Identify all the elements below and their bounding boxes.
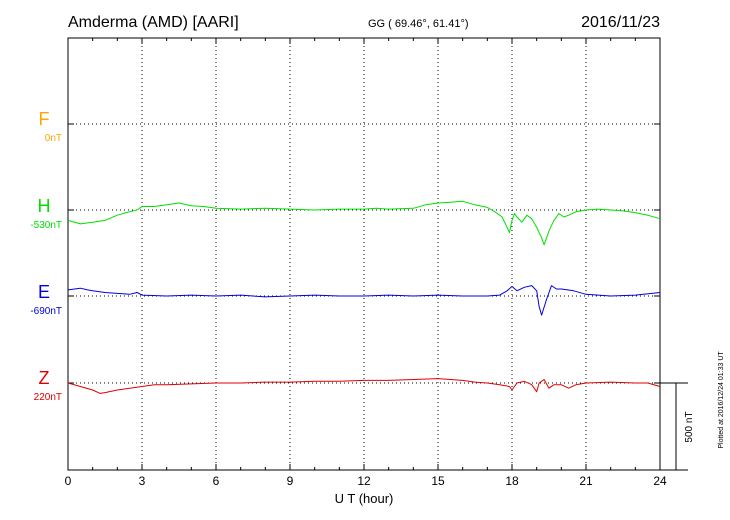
trace-h	[67, 200, 661, 246]
x-tick-label: 3	[139, 474, 146, 488]
x-tick-label: 18	[505, 474, 519, 488]
x-tick-label: 12	[357, 474, 371, 488]
x-tick-label: 9	[287, 474, 294, 488]
station-title: Amderma (AMD) [AARI]	[68, 14, 239, 31]
trace-z	[67, 378, 661, 394]
plotted-at-note: Plotted at 2016/12/24 01:33 UT	[718, 351, 725, 449]
series-baseline-z: 220nT	[34, 392, 62, 403]
x-tick-label: 6	[213, 474, 220, 488]
date-label: 2016/11/23	[581, 14, 660, 31]
scale-bar	[660, 382, 688, 471]
series-label-h: H	[38, 196, 51, 216]
series-label-f: F	[39, 109, 50, 129]
series-baseline-e: -690nT	[30, 306, 62, 317]
x-axis-ticks: 0 3 6 9 12 15 18 21 24	[65, 38, 667, 488]
x-tick-label: 21	[579, 474, 593, 488]
series-label-e: E	[38, 282, 50, 302]
x-tick-label: 24	[653, 474, 667, 488]
series-traces	[67, 200, 661, 394]
trace-e	[67, 285, 661, 316]
x-axis-label: U T (hour)	[335, 491, 394, 506]
station-coords: GG ( 69.46°, 61.41°)	[368, 18, 469, 30]
series-label-z: Z	[39, 368, 50, 388]
scale-bar-label: 500 nT	[684, 411, 695, 442]
x-tick-label: 0	[65, 474, 72, 488]
series-baseline-f: 0nT	[45, 133, 62, 144]
x-tick-label: 15	[431, 474, 445, 488]
series-baseline-h: -530nT	[30, 220, 62, 231]
grid-lines	[141, 38, 587, 470]
